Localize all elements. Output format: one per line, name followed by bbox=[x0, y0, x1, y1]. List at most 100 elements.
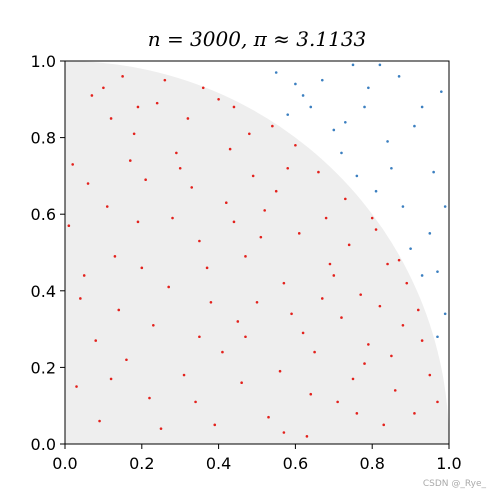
point bbox=[416, 308, 420, 312]
point bbox=[274, 71, 278, 74]
point bbox=[340, 151, 343, 155]
point bbox=[340, 316, 343, 319]
point bbox=[278, 369, 282, 373]
point bbox=[294, 143, 297, 147]
point bbox=[282, 431, 286, 434]
point bbox=[397, 258, 401, 262]
point bbox=[79, 297, 82, 300]
x-tick-label: 1.0 bbox=[436, 454, 461, 473]
point bbox=[386, 262, 389, 266]
point bbox=[363, 105, 366, 109]
point bbox=[94, 339, 98, 342]
point bbox=[244, 255, 247, 258]
point bbox=[67, 224, 71, 227]
point bbox=[367, 86, 370, 90]
point bbox=[271, 124, 274, 128]
axes-frame bbox=[64, 60, 450, 445]
point bbox=[209, 300, 213, 304]
point bbox=[109, 117, 113, 120]
point bbox=[374, 228, 378, 231]
point bbox=[290, 312, 293, 316]
point bbox=[205, 266, 209, 270]
point bbox=[132, 132, 136, 136]
point bbox=[140, 266, 144, 270]
point bbox=[236, 320, 240, 323]
point bbox=[359, 293, 362, 296]
point bbox=[178, 166, 182, 170]
point bbox=[374, 189, 378, 193]
point bbox=[336, 400, 339, 404]
point bbox=[155, 101, 159, 105]
point bbox=[428, 232, 432, 235]
x-tick-label: 0.2 bbox=[129, 454, 154, 473]
point bbox=[113, 255, 117, 258]
point bbox=[167, 285, 170, 289]
x-tick-label: 0.6 bbox=[283, 454, 308, 473]
point bbox=[86, 182, 90, 185]
point bbox=[255, 300, 259, 304]
point bbox=[351, 63, 355, 67]
point bbox=[98, 419, 101, 423]
point bbox=[409, 247, 412, 250]
watermark: CSDN @_Rye_ bbox=[423, 479, 487, 489]
point bbox=[286, 166, 290, 170]
point bbox=[320, 78, 324, 82]
point bbox=[443, 205, 447, 208]
point bbox=[393, 389, 397, 392]
point bbox=[382, 423, 386, 427]
point bbox=[194, 400, 197, 404]
point bbox=[186, 117, 190, 120]
point bbox=[259, 235, 263, 239]
point bbox=[378, 63, 382, 67]
y-tick-label: 0.2 bbox=[31, 358, 56, 377]
point bbox=[201, 86, 205, 90]
x-tick-label: 0.8 bbox=[359, 454, 384, 473]
y-tick-label: 0.4 bbox=[31, 282, 56, 301]
point bbox=[109, 377, 113, 381]
point bbox=[301, 331, 305, 335]
point bbox=[198, 239, 201, 243]
point bbox=[344, 197, 347, 201]
point bbox=[440, 90, 443, 93]
point bbox=[128, 159, 132, 162]
point bbox=[436, 270, 439, 273]
point bbox=[370, 216, 374, 220]
point bbox=[71, 163, 74, 166]
point bbox=[117, 308, 121, 312]
point bbox=[144, 178, 147, 182]
point bbox=[428, 373, 432, 377]
point bbox=[347, 243, 351, 247]
point bbox=[75, 385, 78, 388]
point bbox=[217, 98, 220, 101]
point bbox=[125, 358, 128, 362]
point bbox=[171, 216, 174, 220]
point bbox=[405, 281, 409, 285]
y-tick-label: 0.8 bbox=[31, 129, 56, 148]
point bbox=[136, 105, 140, 109]
x-tick-label: 0.0 bbox=[52, 454, 77, 473]
point bbox=[355, 412, 359, 415]
point bbox=[413, 124, 416, 128]
point bbox=[175, 151, 178, 155]
point bbox=[232, 105, 236, 109]
point bbox=[378, 304, 382, 308]
point bbox=[390, 354, 393, 358]
point bbox=[105, 205, 109, 208]
point bbox=[224, 201, 228, 205]
point bbox=[363, 362, 366, 365]
point bbox=[317, 170, 320, 174]
point bbox=[221, 350, 224, 354]
point bbox=[401, 323, 405, 327]
point bbox=[198, 335, 201, 339]
point bbox=[436, 400, 439, 404]
point bbox=[420, 274, 424, 277]
point bbox=[90, 94, 94, 97]
y-tick-label: 1.0 bbox=[31, 52, 56, 71]
point bbox=[267, 415, 270, 419]
point bbox=[163, 78, 167, 82]
point bbox=[263, 209, 266, 212]
point bbox=[182, 373, 186, 377]
point bbox=[102, 86, 105, 90]
point bbox=[232, 220, 236, 224]
